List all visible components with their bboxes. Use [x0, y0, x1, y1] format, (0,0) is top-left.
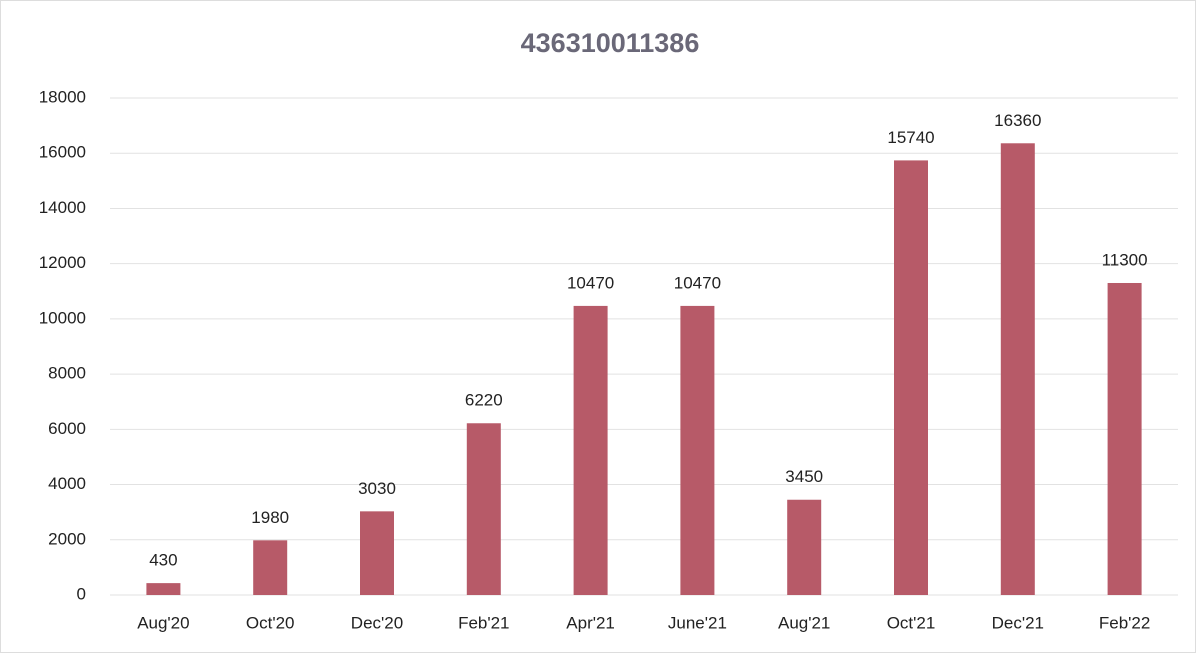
y-tick-label: 14000: [39, 198, 86, 217]
x-tick-label: Feb'21: [458, 613, 509, 632]
x-tick-label: Apr'21: [566, 613, 615, 632]
data-label: 11300: [1102, 250, 1148, 269]
y-tick-label: 16000: [39, 143, 86, 162]
x-tick-label: June'21: [668, 613, 727, 632]
y-tick-label: 2000: [48, 529, 86, 548]
data-label: 3450: [785, 467, 823, 486]
bar: [894, 160, 928, 595]
y-tick-label: 0: [77, 584, 86, 603]
bar: [466, 423, 501, 595]
y-tick-label: 12000: [39, 253, 86, 272]
data-label: 3030: [358, 479, 396, 498]
bar: [680, 305, 715, 595]
x-tick-label: Aug'21: [778, 613, 830, 632]
x-tick-label: Oct'20: [246, 613, 295, 632]
data-label: 10470: [674, 273, 721, 292]
bar: [360, 511, 394, 595]
bar: [573, 305, 608, 595]
x-tick-label: Dec'20: [351, 613, 403, 632]
bar: [1107, 282, 1142, 595]
bar: [253, 540, 288, 595]
data-label: 6220: [465, 391, 503, 410]
y-tick-label: 10000: [39, 308, 86, 327]
x-tick-label: Aug'20: [137, 613, 189, 632]
x-tick-label: Dec'21: [992, 613, 1044, 632]
y-tick-label: 8000: [48, 364, 86, 383]
y-tick-label: 4000: [48, 474, 86, 493]
data-label: 430: [149, 551, 177, 570]
y-tick-label: 18000: [39, 87, 86, 106]
x-tick-label: Oct'21: [887, 613, 936, 632]
x-tick-label: Feb'22: [1099, 613, 1150, 632]
bar: [1000, 143, 1035, 595]
data-label: 1980: [251, 508, 289, 527]
data-label: 15740: [887, 128, 934, 147]
y-tick-label: 6000: [48, 419, 86, 438]
bar: [787, 499, 822, 595]
data-label: 16360: [994, 111, 1041, 130]
bar: [146, 583, 181, 595]
data-label: 10470: [567, 273, 614, 292]
chart-title: 436310011386: [521, 28, 700, 58]
